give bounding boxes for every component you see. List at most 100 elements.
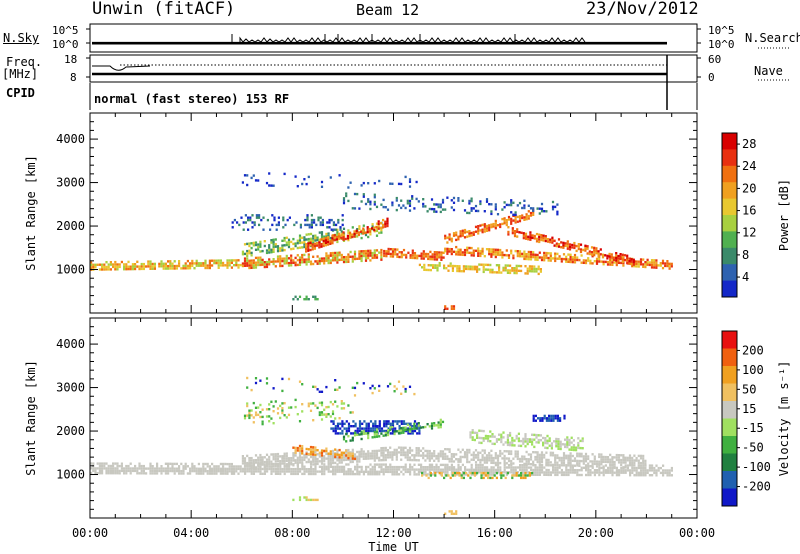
heat-cell	[103, 464, 106, 468]
heat-cell	[564, 443, 567, 446]
heat-cell	[386, 217, 389, 220]
heat-cell	[303, 236, 306, 239]
colorbar-swatch	[722, 488, 737, 507]
heat-cell	[499, 461, 502, 465]
colorbar-tick-label: 200	[742, 343, 764, 357]
heat-cell	[444, 250, 447, 253]
heat-cell	[472, 207, 475, 210]
heat-cell	[408, 446, 412, 450]
heat-cell	[382, 468, 385, 471]
heat-cell	[500, 438, 503, 441]
heat-cell	[149, 472, 152, 475]
heat-cell	[446, 307, 449, 310]
heat-cell	[439, 205, 442, 209]
heat-cell	[525, 458, 528, 461]
heat-cell	[617, 461, 621, 464]
heat-cell	[307, 448, 310, 451]
heat-cell	[312, 463, 315, 466]
heat-cell	[480, 436, 483, 440]
heat-cell	[490, 253, 493, 256]
heat-cell	[595, 249, 598, 252]
heat-cell	[274, 265, 277, 268]
heat-cell	[318, 411, 321, 414]
heat-cell	[513, 474, 516, 477]
heat-cell	[628, 260, 631, 263]
heat-cell	[468, 232, 471, 235]
heat-cell	[387, 468, 390, 471]
heat-cell	[562, 459, 566, 462]
heat-cell	[482, 270, 485, 274]
heat-cell	[369, 454, 372, 458]
heat-cell	[287, 413, 291, 417]
heat-cell	[437, 455, 440, 458]
heat-cell	[461, 253, 464, 256]
heat-cell	[376, 425, 379, 428]
heat-cell	[248, 259, 251, 262]
heat-cell	[490, 223, 493, 226]
heat-cell	[562, 257, 566, 261]
heat-cell	[263, 456, 266, 459]
heat-cell	[589, 460, 592, 463]
heat-cell	[226, 261, 229, 265]
heat-cell	[402, 449, 405, 452]
heat-cell	[314, 455, 317, 458]
heat-cell	[331, 259, 335, 262]
colorbar-tick-label: 50	[742, 382, 756, 396]
heat-cell	[406, 453, 409, 457]
heat-cell	[380, 248, 383, 252]
heat-cell	[369, 252, 372, 255]
heat-cell	[320, 401, 324, 404]
heat-cell	[471, 268, 474, 271]
heat-cell	[321, 221, 324, 224]
heat-cell	[364, 455, 368, 458]
heat-cell	[567, 258, 570, 261]
heat-cell	[386, 449, 390, 452]
heat-cell	[281, 467, 284, 471]
heat-cell	[429, 250, 432, 254]
heat-cell	[364, 252, 368, 255]
heat-cell	[285, 254, 288, 258]
heat-cell	[285, 464, 288, 467]
heat-cell	[559, 417, 562, 420]
heat-cell	[378, 179, 381, 183]
heat-cell	[337, 221, 340, 224]
heat-cell	[450, 468, 453, 471]
heat-cell	[433, 208, 436, 211]
heat-cell	[338, 459, 341, 462]
heat-cell	[131, 267, 134, 271]
heat-cell	[377, 227, 380, 230]
heat-cell	[459, 251, 462, 254]
heat-cell	[316, 388, 319, 391]
heat-cell	[208, 259, 211, 262]
heat-cell	[109, 467, 112, 470]
heat-cell	[353, 192, 357, 196]
heat-cell	[415, 197, 418, 201]
heat-cell	[465, 471, 468, 475]
heat-cell	[573, 244, 576, 247]
heat-cell	[246, 402, 249, 405]
heat-cell	[434, 471, 437, 475]
heat-cell	[153, 469, 156, 473]
heat-cell	[569, 457, 572, 460]
heat-cell	[455, 510, 458, 513]
heat-cell	[358, 425, 362, 428]
heat-cell	[375, 222, 379, 225]
heat-cell	[536, 258, 539, 261]
heat-cell	[281, 457, 284, 460]
heat-cell	[450, 248, 453, 251]
heat-cell	[92, 462, 95, 465]
heat-cell	[522, 234, 525, 237]
heat-cell	[334, 379, 337, 382]
heat-cell	[466, 249, 469, 252]
heat-cell	[255, 467, 258, 471]
heat-cell	[404, 451, 407, 454]
heat-cell	[609, 460, 612, 464]
heat-cell	[259, 250, 262, 253]
heat-cell	[662, 471, 665, 475]
heat-cell	[488, 459, 491, 462]
heat-cell	[429, 257, 432, 261]
heat-cell	[452, 208, 456, 212]
heat-cell	[602, 460, 605, 463]
heat-cell	[525, 450, 528, 454]
heat-cell	[498, 268, 501, 272]
